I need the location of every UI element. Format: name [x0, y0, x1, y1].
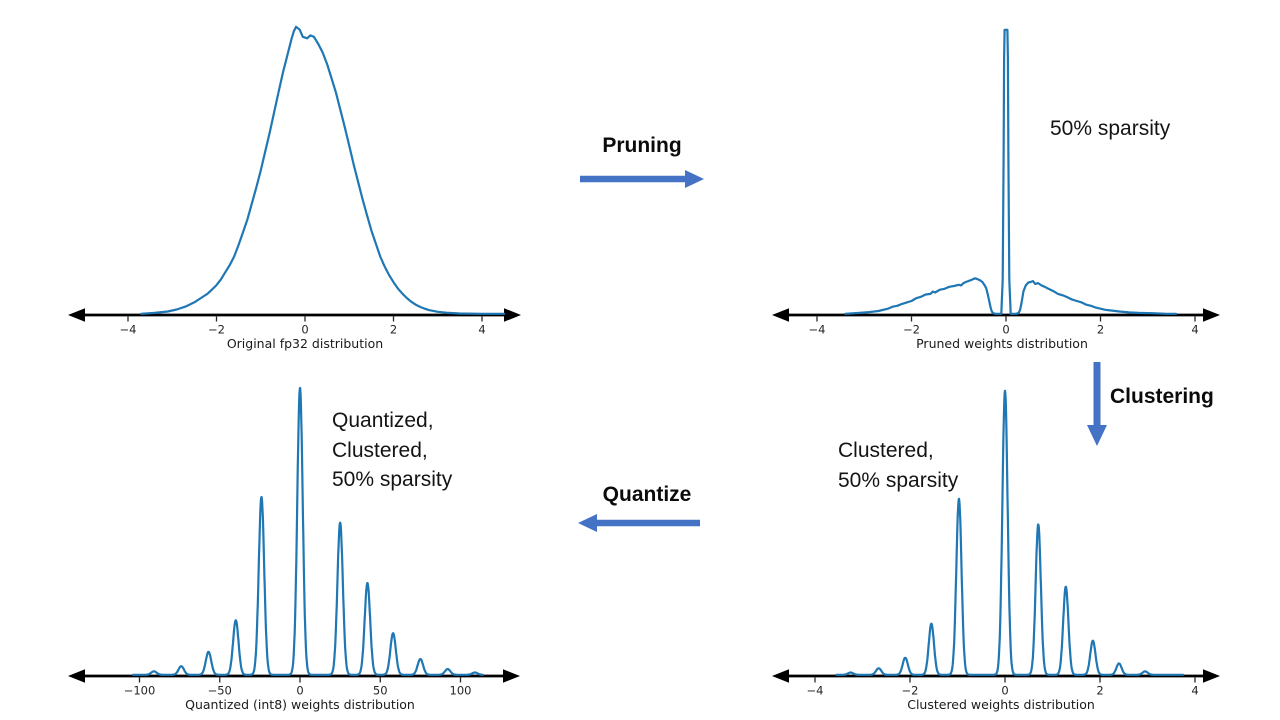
xlabel-original: Original fp32 distribution — [226, 336, 384, 351]
tick-label: 2 — [1097, 323, 1104, 337]
tick-label: 0 — [301, 323, 308, 337]
tick-label: −4 — [807, 684, 824, 698]
pruned-annotation-line: 50% sparsity — [1050, 117, 1171, 140]
distribution-curve — [835, 389, 1185, 676]
distribution-curve — [140, 25, 506, 315]
xlabel-pruned: Pruned weights distribution — [916, 336, 1088, 351]
axis-arrowhead-left — [772, 308, 789, 322]
chart-quantized-weights: −100 −50 0 50 100 — [68, 386, 520, 698]
quantized-annotation-line: Quantized, — [332, 409, 434, 432]
chart-pruned-weights: −4 −2 0 2 4 — [772, 28, 1220, 337]
tick-label: −2 — [902, 684, 919, 698]
tick-label: −100 — [124, 684, 156, 698]
pruned-annotation: 50% sparsity — [1050, 114, 1170, 144]
tick-label: 4 — [478, 323, 485, 337]
tick-label: 2 — [1096, 684, 1103, 698]
tick-label: −2 — [208, 323, 225, 337]
quantized-annotation-line: 50% sparsity — [332, 468, 453, 491]
tick-label: 50 — [373, 684, 388, 698]
chart-clustered-weights: −4 −2 0 2 4 — [772, 389, 1220, 698]
tick-label: 4 — [1191, 684, 1198, 698]
distribution-curve — [844, 28, 1178, 315]
tick-label: −2 — [903, 323, 920, 337]
quantized-annotation: Quantized, Clustered, 50% sparsity — [332, 406, 452, 495]
tick-label: 100 — [450, 684, 472, 698]
clustered-annotation-line: 50% sparsity — [838, 468, 959, 492]
chart-original-fp32: −4 −2 0 2 4 — [68, 25, 521, 337]
axis-arrowhead-right — [1203, 669, 1220, 683]
xlabel-quantized: Quantized (int8) weights distribution — [185, 697, 415, 712]
clustering-label: Clustering — [1110, 385, 1214, 408]
clustered-annotation: Clustered, 50% sparsity — [838, 436, 958, 495]
xlabel-clustered: Clustered weights distribution — [907, 697, 1095, 712]
axis-arrowhead-right — [503, 669, 520, 683]
tick-label: 2 — [390, 323, 397, 337]
pruning-label: Pruning — [602, 134, 682, 157]
clustered-annotation-line: Clustered, — [838, 439, 934, 462]
tick-label: −4 — [120, 323, 137, 337]
tick-label: 0 — [1001, 684, 1008, 698]
axis-arrowhead-right — [1203, 308, 1220, 322]
axis-arrowhead-left — [772, 669, 789, 683]
axis-arrowhead-left — [68, 669, 85, 683]
tick-label: 0 — [296, 684, 303, 698]
tick-label: 0 — [1002, 323, 1009, 337]
tick-label: 4 — [1191, 323, 1198, 337]
quantize-label: Quantize — [602, 483, 692, 506]
tick-label: −50 — [208, 684, 232, 698]
distribution-curve — [132, 386, 485, 676]
tick-label: −4 — [809, 323, 826, 337]
quantized-annotation-line: Clustered, — [332, 438, 428, 462]
axis-arrowhead-right — [504, 308, 521, 322]
axis-arrowhead-left — [68, 308, 85, 322]
